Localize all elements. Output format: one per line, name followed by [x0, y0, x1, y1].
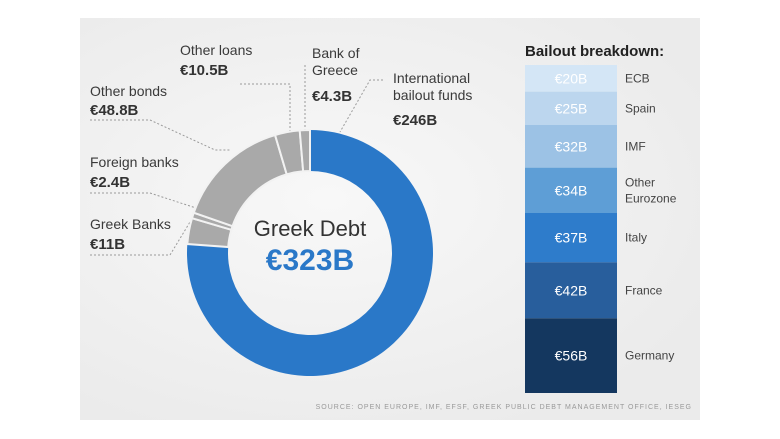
value-label: €246B — [393, 112, 438, 129]
category-label: Spain — [625, 101, 656, 115]
bar-segment — [525, 125, 617, 168]
bar-segment — [525, 167, 617, 213]
category-label: France — [625, 283, 663, 297]
category-label: IMF — [625, 139, 646, 153]
leader-lines — [90, 65, 383, 256]
center-label: €323B — [266, 244, 354, 277]
segment-label: €56B — [555, 348, 588, 364]
center-title: Greek Debt — [254, 216, 367, 241]
segment-label: €34B — [555, 182, 588, 198]
label: Greek Banks — [90, 216, 171, 232]
value-label: €10.5B — [180, 62, 229, 79]
source: SOURCE: OPEN EUROPE, IMF, EFSF, GREEK PU… — [315, 404, 692, 411]
label: Foreign banks — [90, 154, 179, 170]
category-label: Other Eurozone — [625, 175, 677, 205]
bar-segment — [525, 262, 617, 319]
bar-segment — [525, 65, 617, 92]
bar-title: Bailout breakdown: — [525, 43, 664, 60]
donut-slice — [298, 128, 311, 173]
value-label: €2.4B — [90, 174, 131, 191]
segment-label: €37B — [555, 230, 588, 246]
donut-slice — [192, 133, 288, 228]
value-label: €11B — [90, 236, 126, 253]
label: Other bonds — [90, 83, 168, 99]
bar-segment — [525, 91, 617, 125]
segment-label: €25B — [555, 100, 588, 116]
donut-slice — [186, 130, 433, 376]
label: Other loans — [180, 42, 253, 58]
bar-segment — [525, 318, 617, 393]
value-label: €48.8B — [90, 102, 139, 119]
segment-label: €32B — [555, 138, 588, 154]
category-label: Germany — [625, 349, 674, 363]
category-label: ECB — [625, 71, 650, 85]
segment-label: €20B — [555, 70, 588, 86]
bar-segment — [525, 213, 617, 263]
segment-label: €42B — [555, 282, 588, 298]
category-label: Italy — [625, 231, 647, 245]
label: International bailout funds — [393, 70, 473, 103]
value-label: €4.3B — [312, 88, 353, 105]
label: Bank of Greece — [312, 45, 360, 78]
